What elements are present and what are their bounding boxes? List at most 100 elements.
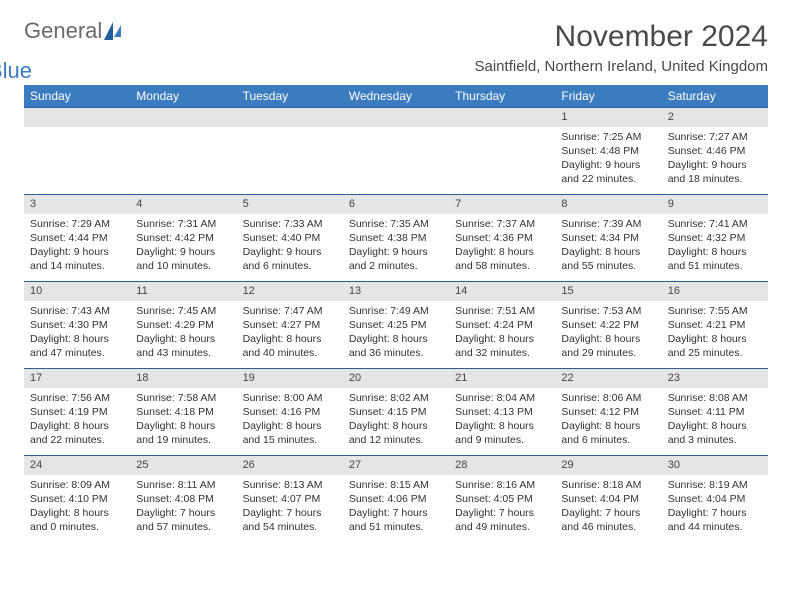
daylight-text: Daylight: 8 hours and 32 minutes.: [455, 332, 549, 360]
weekday-header: Friday: [555, 85, 661, 107]
daylight-text: Daylight: 8 hours and 3 minutes.: [668, 419, 762, 447]
day-cell: 11Sunrise: 7:45 AMSunset: 4:29 PMDayligh…: [130, 282, 236, 368]
day-body: [24, 127, 130, 136]
day-body: [130, 127, 236, 136]
day-cell: 14Sunrise: 7:51 AMSunset: 4:24 PMDayligh…: [449, 282, 555, 368]
day-cell: 12Sunrise: 7:47 AMSunset: 4:27 PMDayligh…: [237, 282, 343, 368]
sunset-text: Sunset: 4:16 PM: [243, 405, 337, 419]
sunrise-text: Sunrise: 7:56 AM: [30, 391, 124, 405]
daylight-text: Daylight: 8 hours and 55 minutes.: [561, 245, 655, 273]
day-number: 19: [237, 369, 343, 388]
day-number: 25: [130, 456, 236, 475]
daylight-text: Daylight: 9 hours and 22 minutes.: [561, 158, 655, 186]
daylight-text: Daylight: 8 hours and 25 minutes.: [668, 332, 762, 360]
day-number: [449, 108, 555, 127]
sunrise-text: Sunrise: 7:29 AM: [30, 217, 124, 231]
day-cell: 10Sunrise: 7:43 AMSunset: 4:30 PMDayligh…: [24, 282, 130, 368]
daylight-text: Daylight: 9 hours and 2 minutes.: [349, 245, 443, 273]
sunset-text: Sunset: 4:21 PM: [668, 318, 762, 332]
sunset-text: Sunset: 4:15 PM: [349, 405, 443, 419]
sunset-text: Sunset: 4:30 PM: [30, 318, 124, 332]
day-body: Sunrise: 8:08 AMSunset: 4:11 PMDaylight:…: [662, 388, 768, 454]
day-body: [343, 127, 449, 136]
day-number: 13: [343, 282, 449, 301]
daylight-text: Daylight: 8 hours and 58 minutes.: [455, 245, 549, 273]
day-number: 11: [130, 282, 236, 301]
day-cell: 6Sunrise: 7:35 AMSunset: 4:38 PMDaylight…: [343, 195, 449, 281]
day-number: 5: [237, 195, 343, 214]
week-row: 1Sunrise: 7:25 AMSunset: 4:48 PMDaylight…: [24, 107, 768, 194]
day-cell: 1Sunrise: 7:25 AMSunset: 4:48 PMDaylight…: [555, 108, 661, 194]
sunset-text: Sunset: 4:34 PM: [561, 231, 655, 245]
sail-icon: [104, 22, 113, 40]
header: General Blue November 2024 Saintfield, N…: [24, 20, 768, 75]
day-body: Sunrise: 7:45 AMSunset: 4:29 PMDaylight:…: [130, 301, 236, 367]
daylight-text: Daylight: 8 hours and 22 minutes.: [30, 419, 124, 447]
day-cell: 17Sunrise: 7:56 AMSunset: 4:19 PMDayligh…: [24, 369, 130, 455]
weekday-header: Monday: [130, 85, 236, 107]
sunset-text: Sunset: 4:04 PM: [561, 492, 655, 506]
day-number: 22: [555, 369, 661, 388]
day-cell: 3Sunrise: 7:29 AMSunset: 4:44 PMDaylight…: [24, 195, 130, 281]
sunrise-text: Sunrise: 7:25 AM: [561, 130, 655, 144]
sunset-text: Sunset: 4:46 PM: [668, 144, 762, 158]
sunset-text: Sunset: 4:24 PM: [455, 318, 549, 332]
sunrise-text: Sunrise: 8:18 AM: [561, 478, 655, 492]
day-cell: 13Sunrise: 7:49 AMSunset: 4:25 PMDayligh…: [343, 282, 449, 368]
sunrise-text: Sunrise: 7:45 AM: [136, 304, 230, 318]
sunset-text: Sunset: 4:42 PM: [136, 231, 230, 245]
sunrise-text: Sunrise: 8:04 AM: [455, 391, 549, 405]
month-title: November 2024: [475, 20, 769, 54]
sunset-text: Sunset: 4:25 PM: [349, 318, 443, 332]
sunrise-text: Sunrise: 7:43 AM: [30, 304, 124, 318]
title-block: November 2024 Saintfield, Northern Irela…: [475, 20, 769, 75]
daylight-text: Daylight: 8 hours and 0 minutes.: [30, 506, 124, 534]
day-number: 27: [343, 456, 449, 475]
day-cell: 25Sunrise: 8:11 AMSunset: 4:08 PMDayligh…: [130, 456, 236, 542]
day-number: 30: [662, 456, 768, 475]
sunset-text: Sunset: 4:18 PM: [136, 405, 230, 419]
day-cell: 16Sunrise: 7:55 AMSunset: 4:21 PMDayligh…: [662, 282, 768, 368]
day-body: Sunrise: 7:33 AMSunset: 4:40 PMDaylight:…: [237, 214, 343, 280]
day-body: Sunrise: 7:39 AMSunset: 4:34 PMDaylight:…: [555, 214, 661, 280]
sunrise-text: Sunrise: 7:53 AM: [561, 304, 655, 318]
sunrise-text: Sunrise: 8:09 AM: [30, 478, 124, 492]
day-body: Sunrise: 8:06 AMSunset: 4:12 PMDaylight:…: [555, 388, 661, 454]
day-body: Sunrise: 7:43 AMSunset: 4:30 PMDaylight:…: [24, 301, 130, 367]
sunrise-text: Sunrise: 7:55 AM: [668, 304, 762, 318]
day-body: Sunrise: 8:09 AMSunset: 4:10 PMDaylight:…: [24, 475, 130, 541]
sunset-text: Sunset: 4:13 PM: [455, 405, 549, 419]
day-body: Sunrise: 8:13 AMSunset: 4:07 PMDaylight:…: [237, 475, 343, 541]
day-cell: 8Sunrise: 7:39 AMSunset: 4:34 PMDaylight…: [555, 195, 661, 281]
day-body: Sunrise: 8:19 AMSunset: 4:04 PMDaylight:…: [662, 475, 768, 541]
sunrise-text: Sunrise: 7:41 AM: [668, 217, 762, 231]
sunset-text: Sunset: 4:22 PM: [561, 318, 655, 332]
day-body: [237, 127, 343, 136]
daylight-text: Daylight: 8 hours and 43 minutes.: [136, 332, 230, 360]
day-number: 6: [343, 195, 449, 214]
day-body: Sunrise: 7:31 AMSunset: 4:42 PMDaylight:…: [130, 214, 236, 280]
day-body: Sunrise: 7:47 AMSunset: 4:27 PMDaylight:…: [237, 301, 343, 367]
day-number: 24: [24, 456, 130, 475]
daylight-text: Daylight: 9 hours and 14 minutes.: [30, 245, 124, 273]
sunset-text: Sunset: 4:44 PM: [30, 231, 124, 245]
brand-word-1: General: [24, 20, 102, 42]
day-body: Sunrise: 8:11 AMSunset: 4:08 PMDaylight:…: [130, 475, 236, 541]
sunrise-text: Sunrise: 8:11 AM: [136, 478, 230, 492]
day-body: Sunrise: 8:04 AMSunset: 4:13 PMDaylight:…: [449, 388, 555, 454]
day-body: Sunrise: 8:16 AMSunset: 4:05 PMDaylight:…: [449, 475, 555, 541]
day-number: [24, 108, 130, 127]
sunset-text: Sunset: 4:36 PM: [455, 231, 549, 245]
day-body: Sunrise: 7:29 AMSunset: 4:44 PMDaylight:…: [24, 214, 130, 280]
sunset-text: Sunset: 4:12 PM: [561, 405, 655, 419]
day-cell: 23Sunrise: 8:08 AMSunset: 4:11 PMDayligh…: [662, 369, 768, 455]
day-cell: 26Sunrise: 8:13 AMSunset: 4:07 PMDayligh…: [237, 456, 343, 542]
day-number: [237, 108, 343, 127]
day-cell: 7Sunrise: 7:37 AMSunset: 4:36 PMDaylight…: [449, 195, 555, 281]
day-body: Sunrise: 7:56 AMSunset: 4:19 PMDaylight:…: [24, 388, 130, 454]
day-body: Sunrise: 7:55 AMSunset: 4:21 PMDaylight:…: [662, 301, 768, 367]
sunset-text: Sunset: 4:48 PM: [561, 144, 655, 158]
day-body: Sunrise: 7:35 AMSunset: 4:38 PMDaylight:…: [343, 214, 449, 280]
sunrise-text: Sunrise: 8:06 AM: [561, 391, 655, 405]
week-row: 10Sunrise: 7:43 AMSunset: 4:30 PMDayligh…: [24, 281, 768, 368]
